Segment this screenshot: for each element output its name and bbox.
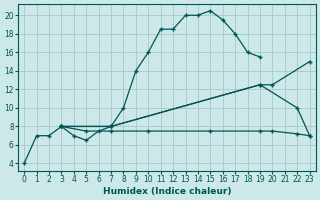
X-axis label: Humidex (Indice chaleur): Humidex (Indice chaleur) <box>103 187 231 196</box>
